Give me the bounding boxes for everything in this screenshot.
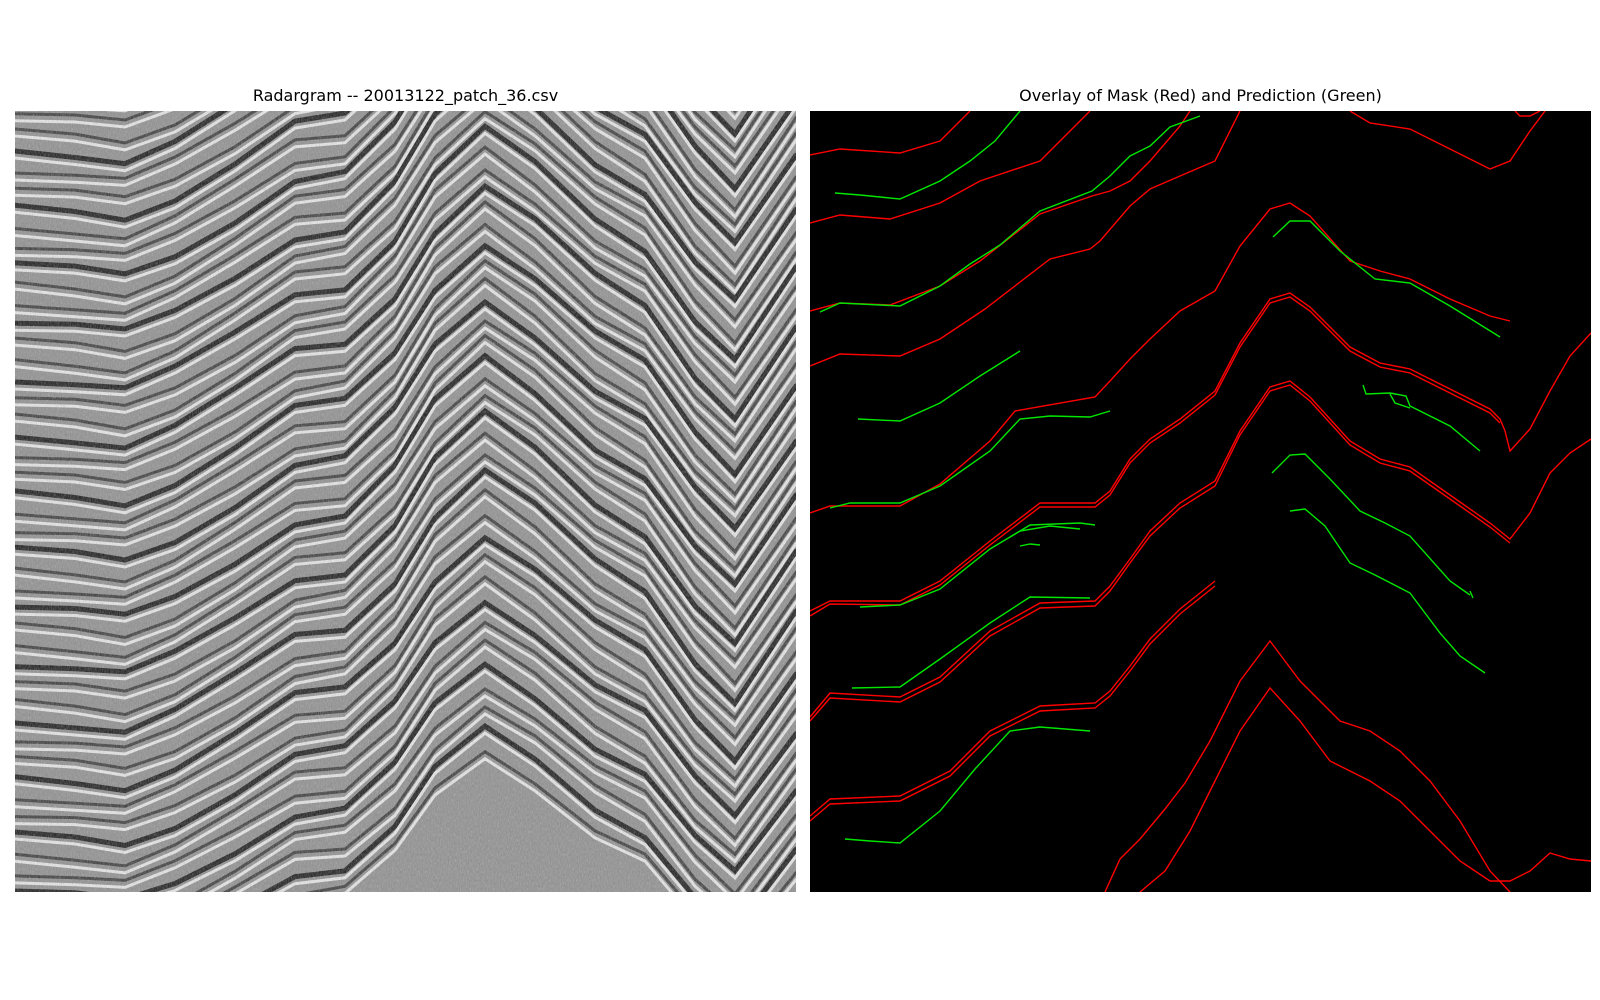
mask-line: [810, 202, 1511, 514]
mask-line: [810, 111, 1241, 367]
prediction-line: [1271, 453, 1471, 596]
mask-line: [1104, 639, 1511, 892]
mask-line: [810, 111, 1091, 224]
prediction-line: [857, 350, 1021, 422]
mask-line: [810, 580, 1216, 817]
mask-line: [810, 384, 1511, 722]
mask-line: [1514, 111, 1541, 117]
mask-line: [810, 111, 971, 156]
radargram-svg: [15, 111, 796, 892]
prediction-line: [844, 726, 1091, 844]
mask-line: [1139, 686, 1591, 892]
mask-line: [810, 380, 1591, 718]
mask-line: [810, 296, 1501, 617]
prediction-line: [1289, 508, 1486, 674]
prediction-line: [1272, 220, 1501, 338]
prediction-line: [829, 410, 1111, 509]
radargram-image: [15, 111, 796, 892]
prediction-line: [859, 522, 1096, 608]
mask-line: [810, 292, 1591, 612]
prediction-line: [1469, 590, 1474, 599]
prediction-lines: [819, 111, 1501, 844]
mask-line: [1349, 111, 1546, 170]
prediction-line: [851, 596, 1091, 689]
mask-lines: [810, 111, 1591, 892]
mask-line: [810, 585, 1216, 822]
prediction-line: [834, 111, 1021, 200]
prediction-line: [819, 115, 1201, 313]
overlay-svg: [810, 111, 1591, 892]
radargram-title: Radargram -- 20013122_patch_36.csv: [252, 86, 559, 105]
prediction-line: [1362, 384, 1481, 452]
mask-line: [810, 111, 1191, 312]
overlay-title: Overlay of Mask (Red) and Prediction (Gr…: [1019, 86, 1382, 105]
prediction-line: [1019, 543, 1041, 547]
overlay-image: [810, 111, 1591, 892]
prediction-line: [1389, 393, 1411, 409]
